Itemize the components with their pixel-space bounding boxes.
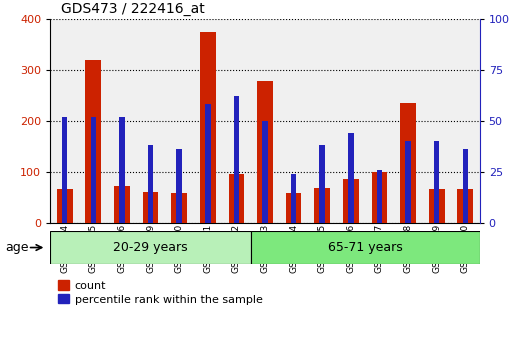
Text: 65-71 years: 65-71 years bbox=[328, 241, 403, 254]
Bar bbox=[57, 189, 73, 223]
Bar bbox=[62, 117, 67, 223]
Bar bbox=[91, 117, 96, 223]
Bar bbox=[114, 186, 130, 223]
Bar bbox=[400, 103, 416, 223]
Bar bbox=[119, 117, 125, 223]
Text: age: age bbox=[5, 241, 29, 254]
Text: GDS473 / 222416_at: GDS473 / 222416_at bbox=[61, 1, 205, 16]
Bar bbox=[176, 149, 182, 223]
Bar bbox=[143, 192, 158, 223]
Bar bbox=[251, 231, 480, 264]
Bar bbox=[85, 60, 101, 223]
Bar bbox=[291, 174, 296, 223]
Bar bbox=[457, 189, 473, 223]
Bar bbox=[372, 172, 387, 223]
Bar bbox=[171, 193, 187, 223]
Bar bbox=[348, 133, 354, 223]
Bar bbox=[429, 189, 445, 223]
Bar bbox=[463, 149, 468, 223]
Legend: count, percentile rank within the sample: count, percentile rank within the sample bbox=[56, 278, 265, 307]
Bar bbox=[434, 141, 439, 223]
Bar bbox=[314, 188, 330, 223]
Bar bbox=[262, 121, 268, 223]
Bar bbox=[200, 32, 216, 223]
Bar bbox=[50, 231, 251, 264]
Bar bbox=[320, 145, 325, 223]
Bar bbox=[405, 141, 411, 223]
Bar bbox=[148, 145, 153, 223]
Bar bbox=[205, 105, 210, 223]
Bar bbox=[377, 170, 382, 223]
Bar bbox=[228, 174, 244, 223]
Bar bbox=[343, 179, 359, 223]
Bar bbox=[257, 81, 273, 223]
Bar bbox=[286, 193, 302, 223]
Bar bbox=[234, 96, 239, 223]
Text: 20-29 years: 20-29 years bbox=[113, 241, 188, 254]
